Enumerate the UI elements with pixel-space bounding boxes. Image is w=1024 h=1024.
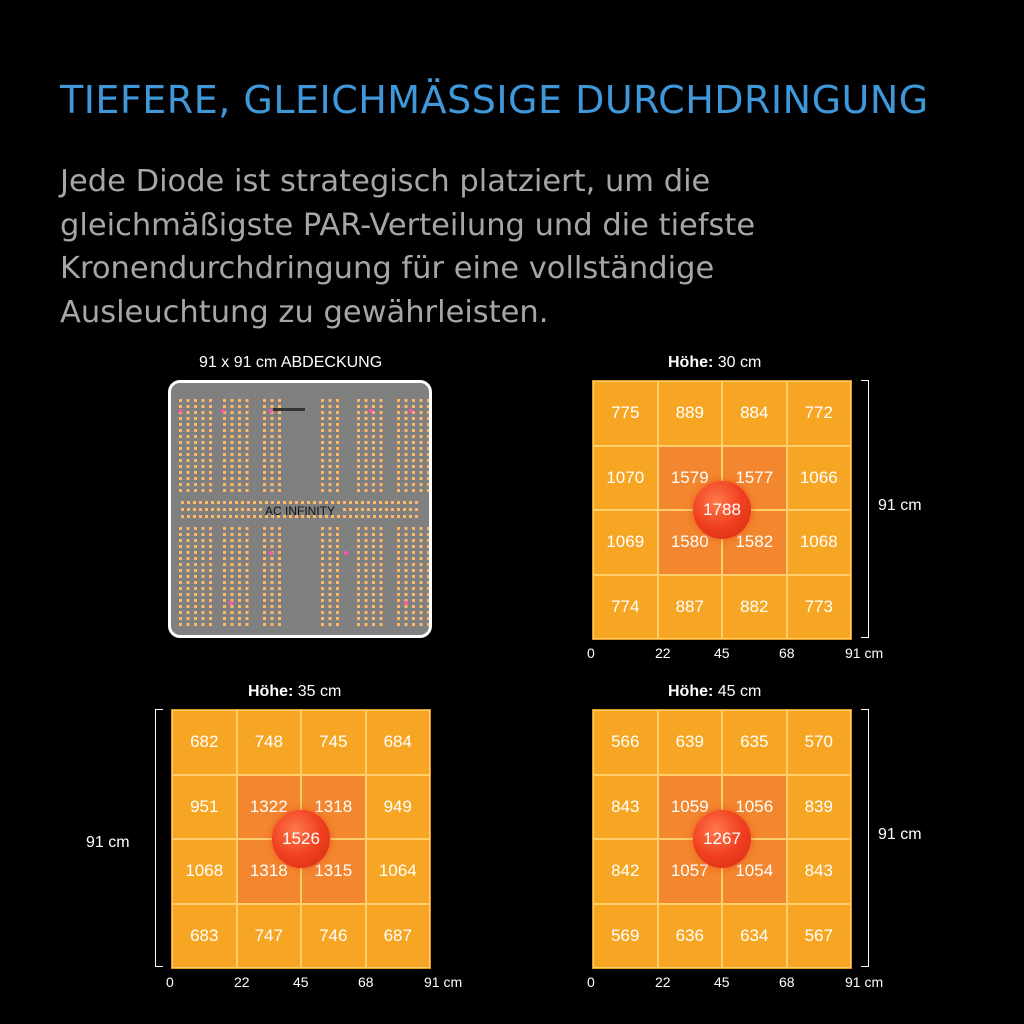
- axis-tick-label: 0: [587, 645, 595, 661]
- axis-tick-label: 45: [293, 974, 309, 990]
- par-cell: 569: [593, 903, 658, 968]
- par-cell: 1068: [172, 839, 237, 904]
- par-cell: 566: [593, 710, 658, 775]
- axis-tick-label: 0: [587, 974, 595, 990]
- par-cell: 748: [236, 710, 301, 775]
- axis-tick-label: 91 cm: [845, 974, 884, 990]
- chart-caption-30: Höhe: 30 cm: [668, 354, 761, 372]
- par-cell: 1322: [236, 774, 301, 839]
- chart-caption-35: Höhe: 35 cm: [248, 683, 341, 701]
- chart-caption-45: Höhe: 45 cm: [668, 683, 761, 701]
- par-cell: 949: [365, 774, 430, 839]
- axis-tick-label: 22: [655, 974, 671, 990]
- par-cell: 1070: [593, 445, 658, 510]
- dimension-bracket: [155, 709, 163, 967]
- par-cell: 843: [786, 839, 851, 904]
- par-cell: 682: [172, 710, 237, 775]
- par-cell: 775: [593, 381, 658, 446]
- axis-tick-label: 68: [779, 645, 795, 661]
- axis-tick-label: 45: [714, 974, 730, 990]
- dimension-label: 91 cm: [86, 834, 130, 851]
- panel-small-label: [273, 408, 305, 411]
- dimension-bracket: [861, 709, 869, 967]
- par-cell: 687: [365, 903, 430, 968]
- axis-tick-label: 0: [166, 974, 174, 990]
- axis-tick-label: 45: [714, 645, 730, 661]
- par-cell: 951: [172, 774, 237, 839]
- description-line: Jede Diode ist strategisch platziert, um…: [60, 164, 711, 199]
- par-cell: 882: [722, 574, 787, 639]
- par-cell: 1315: [301, 839, 366, 904]
- chart-caption-value: 45 cm: [717, 683, 762, 700]
- par-cell: 1066: [786, 445, 851, 510]
- peak-value: 1267: [693, 810, 751, 868]
- axis-tick-label: 91 cm: [424, 974, 463, 990]
- par-cell: 843: [593, 774, 658, 839]
- axis-tick-label: 22: [234, 974, 250, 990]
- par-cell: 747: [236, 903, 301, 968]
- par-cell: 684: [365, 710, 430, 775]
- par-cell: 1068: [786, 510, 851, 575]
- par-grid-45cm: 566 639 635 570 843 1059 1056 839 842 1057 1054 843…: [592, 709, 852, 969]
- description: Jede Diode ist strategisch platziert, um…: [60, 160, 1000, 334]
- dimension-label: 91 cm: [878, 497, 922, 514]
- panel-logo: AC INFINITY: [264, 504, 335, 518]
- led-panel-image: AC INFINITY: [168, 380, 432, 638]
- par-cell: 1064: [365, 839, 430, 904]
- description-line: gleichmäßigste PAR-Verteilung und die ti…: [60, 207, 756, 243]
- par-cell: 1057: [657, 839, 722, 904]
- chart-caption-value: 30 cm: [717, 354, 762, 371]
- panel-caption: 91 x 91 cm ABDECKUNG: [199, 354, 383, 371]
- axis-tick-label: 91 cm: [845, 645, 884, 661]
- par-cell: 634: [722, 903, 787, 968]
- par-grid-30cm: 775 889 884 772 1070 1579 1577 1066 1069 1580 1582…: [592, 380, 852, 640]
- peak-value: 1526: [272, 810, 330, 868]
- chart-caption-label: Höhe:: [248, 683, 294, 700]
- chart-caption-value: 35 cm: [297, 683, 342, 700]
- dimension-bracket: [861, 380, 869, 638]
- peak-value: 1788: [693, 481, 751, 539]
- axis-tick-label: 68: [779, 974, 795, 990]
- par-cell: 636: [657, 903, 722, 968]
- par-cell: 635: [722, 710, 787, 775]
- par-cell: 839: [786, 774, 851, 839]
- par-cell: 683: [172, 903, 237, 968]
- par-cell: 884: [722, 381, 787, 446]
- axis-tick-label: 68: [358, 974, 374, 990]
- par-cell: 1579: [657, 445, 722, 510]
- par-cell: 774: [593, 574, 658, 639]
- description-line: Kronendurchdringung für eine vollständig…: [60, 251, 715, 286]
- par-cell: 773: [786, 574, 851, 639]
- dimension-label: 91 cm: [878, 826, 922, 843]
- axis-tick-label: 22: [655, 645, 671, 661]
- par-cell: 1069: [593, 510, 658, 575]
- led-diodes-graphic: [179, 399, 429, 626]
- description-line: Ausleuchtung zu gewährleisten.: [60, 294, 549, 330]
- par-cell: 570: [786, 710, 851, 775]
- par-cell: 889: [657, 381, 722, 446]
- par-cell: 639: [657, 710, 722, 775]
- par-cell: 567: [786, 903, 851, 968]
- chart-caption-label: Höhe:: [668, 354, 714, 371]
- chart-caption-label: Höhe:: [668, 683, 714, 700]
- par-cell: 745: [301, 710, 366, 775]
- par-cell: 746: [301, 903, 366, 968]
- page-title: TIEFERE, GLEICHMÄSSIGE DURCHDRINGUNG: [60, 78, 929, 122]
- par-cell: 842: [593, 839, 658, 904]
- par-cell: 772: [786, 381, 851, 446]
- par-cell: 887: [657, 574, 722, 639]
